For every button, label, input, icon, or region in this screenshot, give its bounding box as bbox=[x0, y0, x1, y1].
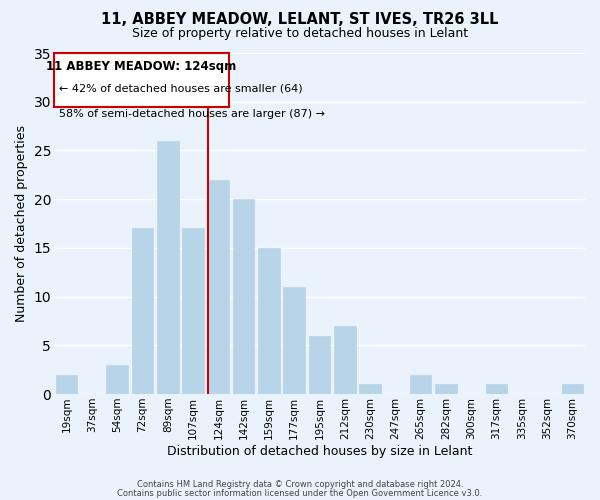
Text: Contains public sector information licensed under the Open Government Licence v3: Contains public sector information licen… bbox=[118, 489, 482, 498]
X-axis label: Distribution of detached houses by size in Lelant: Distribution of detached houses by size … bbox=[167, 444, 472, 458]
Bar bbox=[410, 374, 431, 394]
Bar bbox=[182, 228, 204, 394]
Text: Size of property relative to detached houses in Lelant: Size of property relative to detached ho… bbox=[132, 28, 468, 40]
Bar bbox=[562, 384, 583, 394]
Bar bbox=[56, 374, 77, 394]
Text: Contains HM Land Registry data © Crown copyright and database right 2024.: Contains HM Land Registry data © Crown c… bbox=[137, 480, 463, 489]
Bar bbox=[208, 180, 229, 394]
Text: 11 ABBEY MEADOW: 124sqm: 11 ABBEY MEADOW: 124sqm bbox=[46, 60, 236, 73]
Bar bbox=[309, 336, 330, 394]
Bar bbox=[157, 140, 179, 394]
Bar bbox=[233, 199, 254, 394]
Text: 11, ABBEY MEADOW, LELANT, ST IVES, TR26 3LL: 11, ABBEY MEADOW, LELANT, ST IVES, TR26 … bbox=[101, 12, 499, 28]
Bar bbox=[283, 287, 305, 394]
FancyBboxPatch shape bbox=[54, 53, 229, 106]
Text: 58% of semi-detached houses are larger (87) →: 58% of semi-detached houses are larger (… bbox=[59, 110, 325, 120]
Bar bbox=[435, 384, 457, 394]
Bar bbox=[486, 384, 507, 394]
Bar bbox=[359, 384, 381, 394]
Bar bbox=[334, 326, 356, 394]
Text: ← 42% of detached houses are smaller (64): ← 42% of detached houses are smaller (64… bbox=[59, 84, 303, 94]
Y-axis label: Number of detached properties: Number of detached properties bbox=[15, 125, 28, 322]
Bar bbox=[258, 248, 280, 394]
Bar bbox=[132, 228, 153, 394]
Bar bbox=[106, 365, 128, 394]
